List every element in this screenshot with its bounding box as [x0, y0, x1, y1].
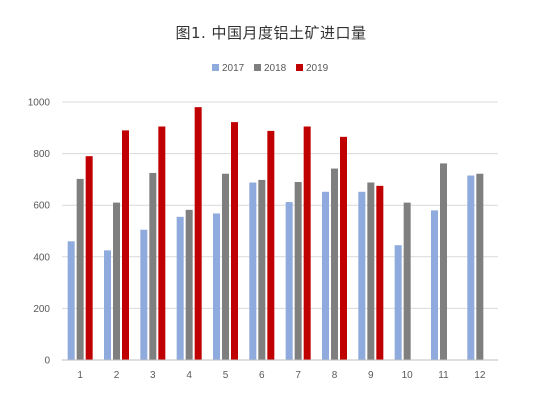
- y-tick-label-800: 800: [33, 149, 50, 160]
- gridlines: [62, 101, 498, 309]
- bar-2019-3: [158, 126, 166, 360]
- bar-2017-3: [140, 229, 148, 360]
- bar-2019-2: [122, 130, 129, 360]
- x-tick-label-5: 5: [223, 370, 229, 381]
- y-tick-label-400: 400: [33, 252, 50, 263]
- y-tick-label-1000: 1000: [28, 98, 51, 109]
- bar-2019-7: [303, 126, 311, 360]
- bar-2019-1: [85, 156, 93, 360]
- bar-2017-5: [213, 213, 220, 360]
- bar-2018-8: [331, 168, 338, 360]
- bar-2017-4: [176, 216, 184, 360]
- bar-2017-1: [67, 241, 75, 360]
- bar-2018-3: [149, 172, 157, 360]
- x-tick-label-10: 10: [402, 370, 414, 381]
- bar-2018-4: [185, 209, 193, 360]
- bar-2018-6: [258, 179, 266, 360]
- x-tick-label-8: 8: [332, 370, 338, 381]
- bar-2018-9: [367, 182, 375, 360]
- x-tick-label-6: 6: [259, 370, 265, 381]
- legend-label-2018: 2018: [264, 63, 287, 74]
- bar-2018-1: [76, 178, 84, 360]
- bar-2018-10: [403, 202, 411, 360]
- bar-2018-7: [294, 181, 302, 360]
- bars: [67, 107, 484, 361]
- x-tick-label-1: 1: [77, 370, 83, 381]
- bar-2018-5: [222, 173, 229, 360]
- chart-title: 图1. 中国月度铝土矿进口量: [175, 24, 367, 42]
- x-tick-label-2: 2: [114, 370, 120, 381]
- bar-2019-4: [194, 107, 202, 360]
- y-axis-tick-labels: 0 200 400 600 800 1000: [28, 98, 51, 367]
- bar-2017-11: [431, 210, 438, 360]
- bar-2017-10: [394, 245, 402, 360]
- bar-2017-12: [467, 175, 475, 360]
- legend-swatch-2018: [254, 64, 261, 71]
- y-tick-label-0: 0: [44, 356, 50, 367]
- bar-2017-8: [322, 191, 329, 360]
- y-tick-label-200: 200: [33, 304, 50, 315]
- bar-2018-11: [440, 163, 447, 360]
- legend-swatch-2019: [296, 64, 303, 71]
- x-axis-tick-labels: 1 2 3 4 5 6 7 8 9 10 11 12: [77, 370, 485, 381]
- legend-label-2017: 2017: [222, 63, 245, 74]
- bar-2019-5: [231, 122, 238, 361]
- bar-2019-8: [340, 136, 347, 360]
- x-tick-label-4: 4: [186, 370, 192, 381]
- bar-2017-7: [285, 202, 293, 360]
- x-tick-label-9: 9: [368, 370, 374, 381]
- bar-2018-12: [476, 173, 484, 360]
- x-tick-label-7: 7: [295, 370, 301, 381]
- legend: 2017 2018 2019: [212, 63, 329, 74]
- y-tick-label-600: 600: [33, 201, 50, 212]
- x-tick-label-11: 11: [438, 370, 449, 381]
- bar-2018-2: [113, 202, 120, 360]
- x-tick-label-3: 3: [150, 370, 156, 381]
- x-tick-label-12: 12: [474, 370, 486, 381]
- bar-2019-6: [267, 130, 275, 360]
- legend-label-2019: 2019: [306, 63, 329, 74]
- bar-2017-6: [249, 182, 257, 360]
- legend-swatch-2017: [212, 64, 219, 71]
- bar-2017-9: [358, 191, 366, 360]
- bar-2017-2: [104, 250, 111, 360]
- bar-2019-9: [376, 185, 384, 360]
